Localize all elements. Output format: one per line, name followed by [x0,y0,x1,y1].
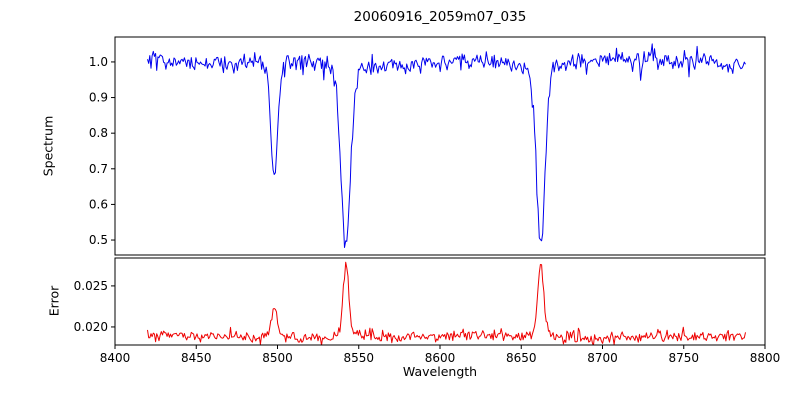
spectrum-y-tick-label: 0.8 [89,126,108,140]
spectrum-y-tick-label: 0.6 [89,197,108,211]
x-tick-label: 8500 [262,351,293,365]
x-axis-label: Wavelength [402,364,478,379]
spectrum-y-tick-label: 0.7 [89,162,108,176]
error-y-axis-label: Error [46,285,62,317]
x-tick-label: 8600 [425,351,456,365]
x-tick-label: 8700 [587,351,618,365]
x-tick-label: 8750 [668,351,699,365]
spectrum-axes-frame [114,36,766,256]
spectrum-line [147,43,746,248]
spectrum-y-tick-label: 1.0 [89,55,108,69]
spectrum-y-tick-label: 0.9 [89,91,108,105]
spectrum-y-tick-label: 0.5 [89,233,108,247]
chart-title: 20060916_2059m07_035 [353,9,527,25]
error-line [147,261,746,345]
error-y-tick-label: 0.020 [74,320,108,334]
x-tick-label: 8550 [343,351,374,365]
x-tick-label: 8800 [750,351,781,365]
spectrum-y-axis-label: Spectrum [40,115,56,177]
x-tick-label: 8450 [181,351,212,365]
error-y-tick-label: 0.025 [74,279,108,293]
x-tick-label: 8650 [506,351,537,365]
x-tick-label: 8400 [100,351,131,365]
